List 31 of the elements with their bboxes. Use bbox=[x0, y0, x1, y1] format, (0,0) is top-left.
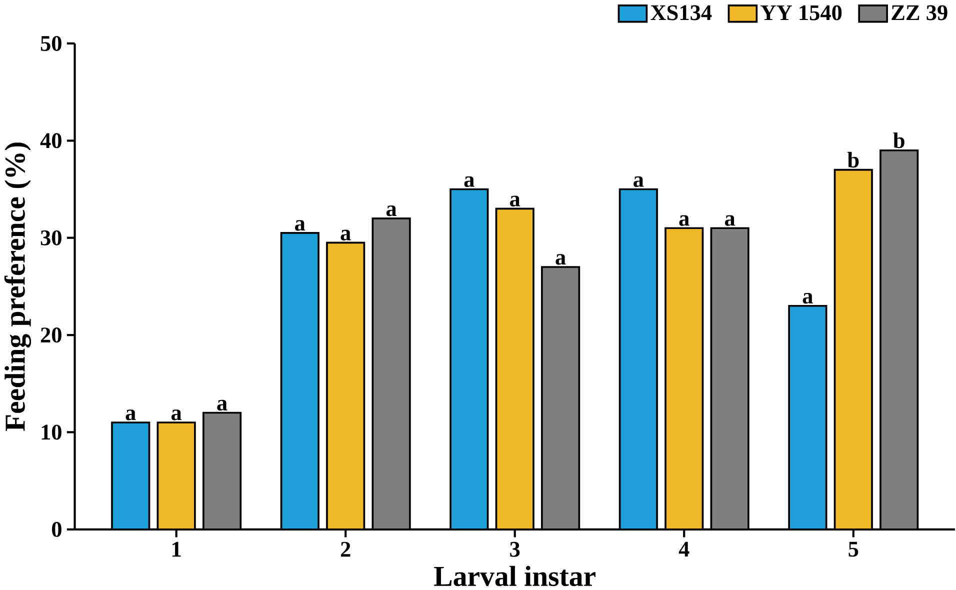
legend-label: ZZ 39 bbox=[892, 5, 948, 20]
x-tick-label: 5 bbox=[848, 542, 858, 556]
data-label: b bbox=[893, 132, 904, 148]
data-label: a bbox=[802, 292, 813, 304]
data-label: a bbox=[556, 254, 566, 265]
legend-label: XS134 bbox=[650, 5, 712, 20]
y-axis-title: Feeding preference (%) bbox=[4, 142, 32, 431]
y-tick-label: 30 bbox=[40, 230, 62, 246]
data-label: a bbox=[340, 230, 351, 240]
y-tick-label: 50 bbox=[40, 36, 62, 51]
data-label: a bbox=[386, 205, 397, 216]
data-label: a bbox=[724, 214, 736, 226]
x-tick-label: 2 bbox=[340, 542, 350, 556]
y-tick-label: 40 bbox=[40, 132, 62, 148]
data-label: a bbox=[126, 409, 136, 420]
y-tick-label: 0 bbox=[52, 522, 62, 537]
data-label: a bbox=[634, 176, 644, 187]
data-label: a bbox=[679, 214, 690, 226]
x-axis-title: Larval instar bbox=[434, 566, 596, 586]
y-tick-label: 20 bbox=[40, 327, 62, 342]
x-tick-label: 1 bbox=[172, 542, 181, 556]
x-tick-label: 4 bbox=[678, 542, 690, 556]
data-label: a bbox=[171, 409, 182, 420]
data-label: a bbox=[464, 176, 474, 187]
data-label: a bbox=[510, 196, 520, 206]
y-tick-label: 10 bbox=[42, 424, 62, 440]
data-label: a bbox=[295, 220, 306, 231]
legend-label: YY 1540 bbox=[760, 4, 842, 20]
data-label: b bbox=[847, 152, 859, 168]
x-tick-label: 3 bbox=[510, 542, 520, 557]
data-label: a bbox=[217, 400, 228, 410]
